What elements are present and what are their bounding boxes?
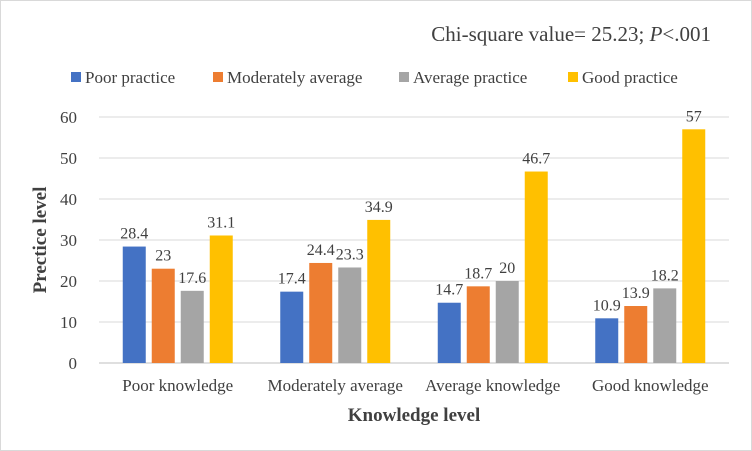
bar-average-practice-moderately-average <box>338 267 362 363</box>
legend-swatch-average-practice <box>399 72 409 82</box>
legend-label: Poor practice <box>85 68 175 87</box>
legend-label: Average practice <box>413 68 527 87</box>
x-tick-label-poor-knowledge: Poor knowledge <box>122 376 233 395</box>
bar-poor-practice-poor-knowledge <box>122 246 146 363</box>
y-tick-label: 30 <box>60 231 77 250</box>
bar-poor-practice-average-knowledge <box>437 302 461 363</box>
data-label: 10.9 <box>593 297 621 314</box>
bar-moderately-average-poor-knowledge <box>151 268 175 363</box>
x-tick-label-average-knowledge: Average knowledge <box>425 376 560 395</box>
x-axis-title: Knowledge level <box>348 405 480 426</box>
bar-good-practice-poor-knowledge <box>209 235 233 363</box>
y-tick-label: 0 <box>69 354 78 373</box>
data-label: 46.7 <box>522 151 550 168</box>
data-label: 28.4 <box>120 226 148 243</box>
bar-poor-practice-moderately-average <box>280 291 304 363</box>
data-label: 13.9 <box>622 285 650 302</box>
bar-average-practice-poor-knowledge <box>180 290 204 363</box>
legend-swatch-good-practice <box>568 72 578 82</box>
bars <box>122 129 706 363</box>
y-tick-label: 40 <box>60 190 77 209</box>
data-label: 57 <box>686 108 702 125</box>
y-tick-label: 50 <box>60 149 77 168</box>
legend: Poor practice Moderately average Average p… <box>71 68 678 87</box>
y-axis-ticks: 0 10 20 30 40 50 60 <box>60 108 77 373</box>
data-label: 18.2 <box>651 267 679 284</box>
y-tick-label: 60 <box>60 108 77 127</box>
data-label: 20 <box>499 260 515 277</box>
bar-good-practice-moderately-average <box>367 219 391 363</box>
data-label: 17.4 <box>278 271 306 288</box>
bar-average-practice-average-knowledge <box>495 281 519 363</box>
data-label: 23.3 <box>336 246 364 263</box>
data-label: 18.7 <box>464 265 492 282</box>
bar-poor-practice-good-knowledge <box>595 318 619 363</box>
data-label: 34.9 <box>365 199 393 216</box>
y-axis-title: Prectice level <box>30 187 51 294</box>
data-label: 23 <box>155 248 171 265</box>
bar-good-practice-good-knowledge <box>682 129 706 363</box>
data-label: 24.4 <box>307 242 335 259</box>
legend-swatch-poor-practice <box>71 72 81 82</box>
data-labels: 28.4 23 17.6 31.1 17.424.4 23.3 34.9 14.718.7 20… <box>120 108 702 314</box>
bar-good-practice-average-knowledge <box>524 171 548 363</box>
y-tick-label: 10 <box>60 313 77 332</box>
x-tick-label-good-knowledge: Good knowledge <box>592 376 709 395</box>
data-label: 31.1 <box>207 214 235 231</box>
data-label: 14.7 <box>435 282 463 299</box>
legend-label: Moderately average <box>227 68 362 87</box>
y-tick-label: 20 <box>60 272 77 291</box>
x-axis-ticks: Poor knowledge Moderately average Average … <box>122 376 708 395</box>
x-tick-label-moderately-average: Moderately average <box>268 376 403 395</box>
bar-average-practice-good-knowledge <box>653 288 677 363</box>
bar-moderately-average-good-knowledge <box>624 306 648 363</box>
legend-label: Good practice <box>582 68 678 87</box>
gridlines <box>99 116 729 364</box>
legend-swatch-moderately-average <box>213 72 223 82</box>
chi-square-annotation: Chi-square value= 25.23; P<.001 <box>431 22 711 46</box>
bar-moderately-average-average-knowledge <box>466 286 490 363</box>
data-label: 17.6 <box>178 270 206 287</box>
bar-moderately-average-moderately-average <box>309 262 333 363</box>
